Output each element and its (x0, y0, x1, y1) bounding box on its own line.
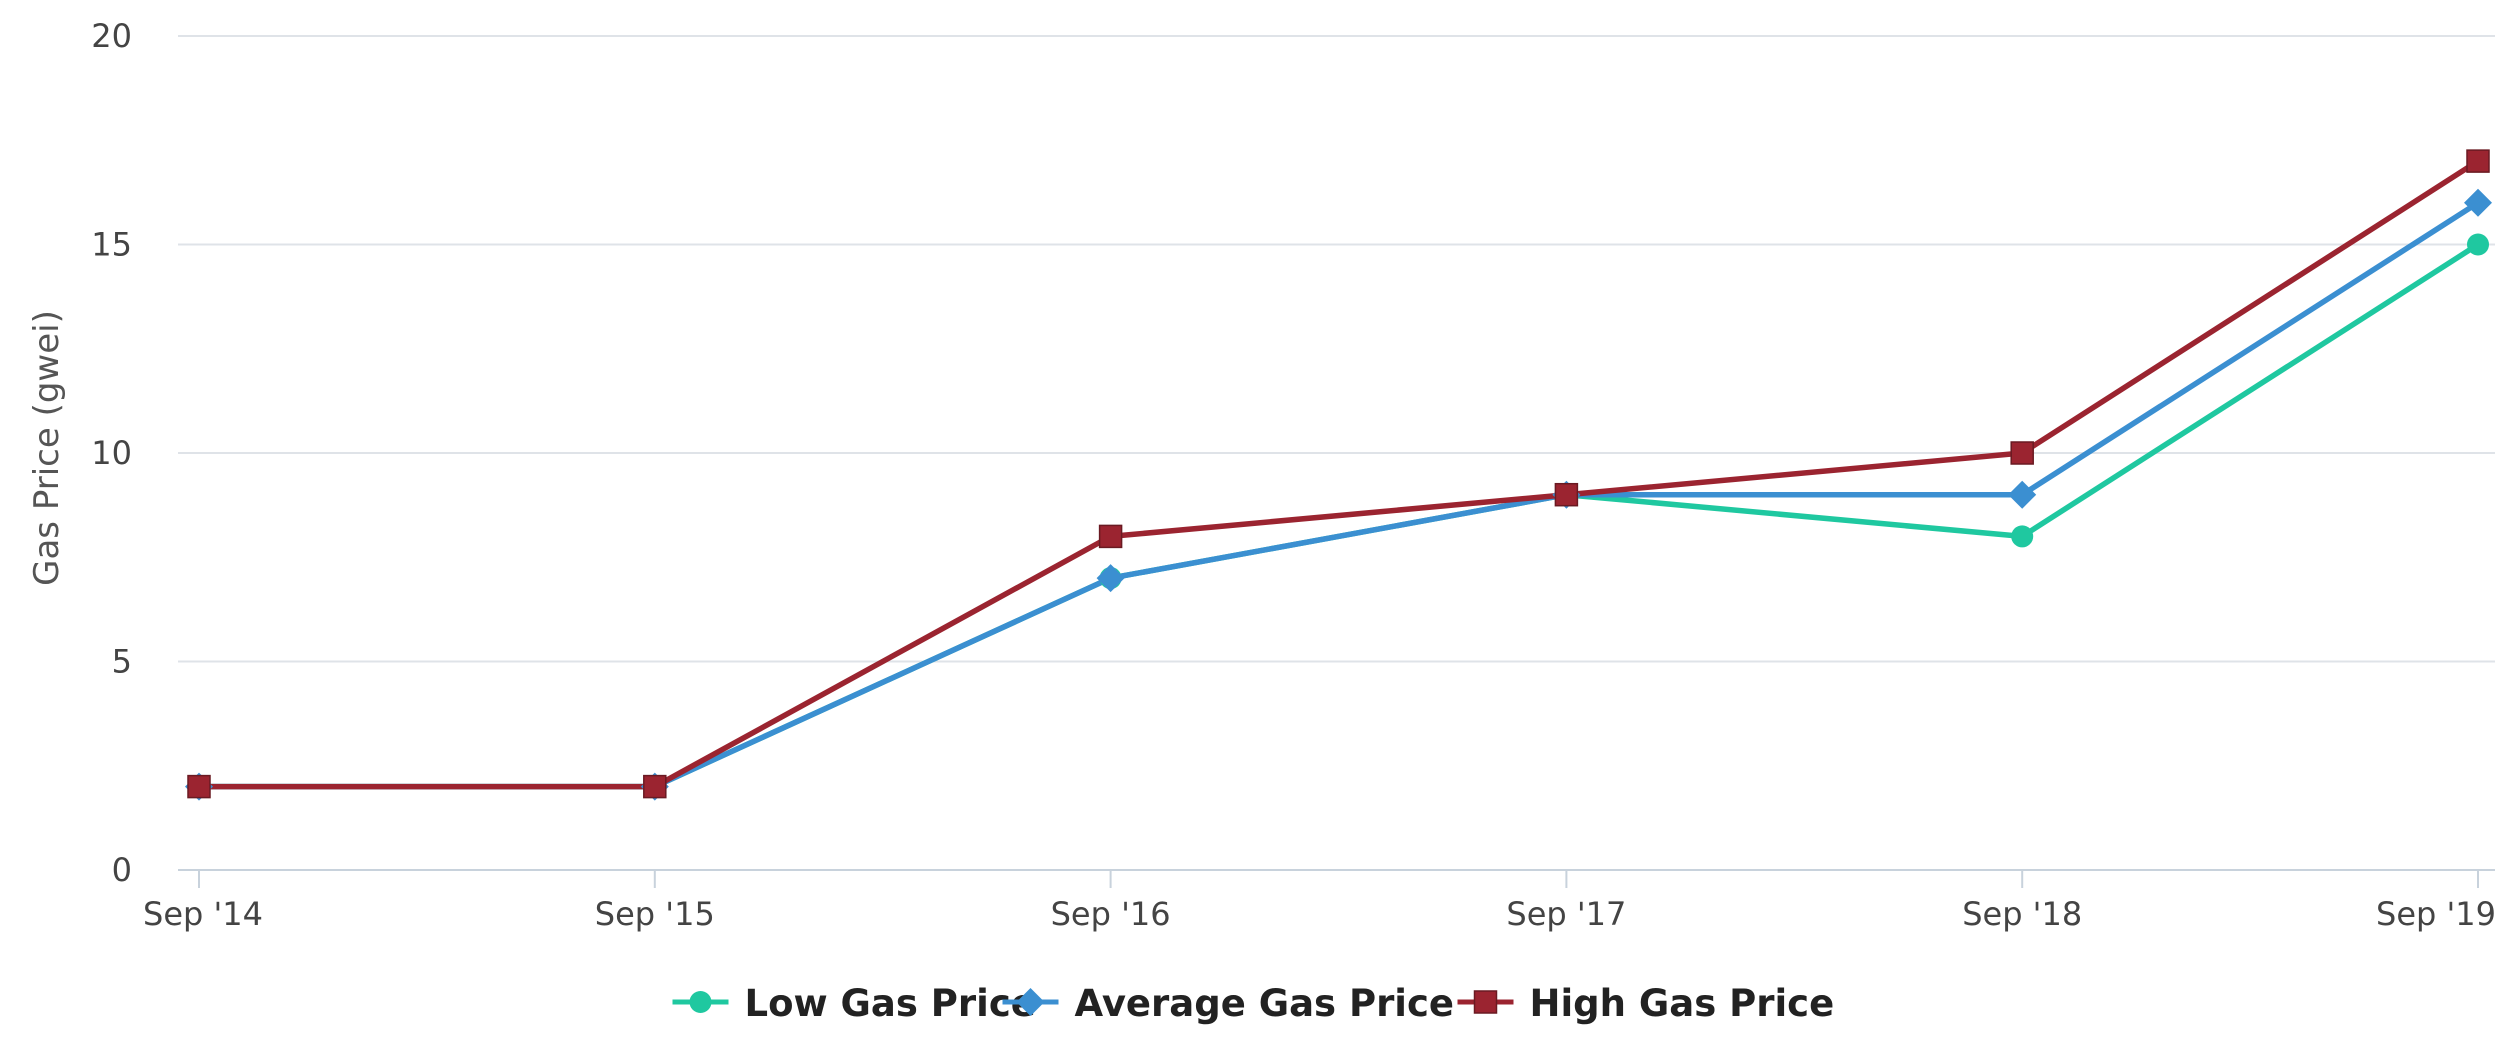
axes: 0 5 10 15 20 Sep '14 Sep '15 Sep '16 Sep '17 Sep … (91, 17, 2496, 933)
series-lines (196, 158, 2481, 790)
y-tick-label: 10 (91, 434, 132, 472)
x-tick-label: Sep '19 (2376, 895, 2496, 933)
square-marker (187, 774, 211, 799)
y-tick-label: 0 (112, 851, 132, 889)
diamond-marker (2464, 188, 2492, 217)
square-marker (1473, 990, 1498, 1014)
legend-label: High Gas Price (1530, 982, 1835, 1025)
y-tick-label: 5 (112, 643, 132, 681)
circle-marker (2011, 525, 2034, 548)
diamond-marker (1016, 988, 1045, 1016)
diamond-marker (1096, 564, 1125, 593)
x-tick-label: Sep '17 (1506, 895, 1626, 933)
legend-item-high-gas-price[interactable]: High Gas Price (1457, 982, 1835, 1025)
gridlines (178, 35, 2495, 663)
series-line-high-gas-price (196, 158, 2481, 790)
square-marker (2466, 149, 2490, 173)
legend-item-low-gas-price[interactable]: Low Gas Price (672, 982, 1036, 1025)
square-marker (1554, 482, 1579, 507)
circle-marker (689, 991, 712, 1013)
legend-item-average-gas-price[interactable]: Average Gas Price (1002, 982, 1455, 1025)
x-tick-label: Sep '15 (595, 895, 715, 933)
x-tick-label: Sep '18 (1962, 895, 2082, 933)
y-tick-label: 15 (91, 226, 132, 264)
legend-label: Low Gas Price (745, 982, 1036, 1025)
x-tick-label: Sep '16 (1051, 895, 1171, 933)
legend: Low Gas Price Average Gas Price High Gas P… (672, 982, 1835, 1025)
y-tick-label: 20 (91, 17, 132, 55)
circle-marker (2467, 233, 2489, 256)
y-axis-title: Gas Price (gwei) (27, 310, 67, 586)
square-marker (2010, 441, 2034, 465)
series-line-average-gas-price (196, 200, 2481, 790)
series-markers (185, 149, 2492, 801)
square-marker (643, 774, 667, 799)
diamond-marker (2008, 480, 2037, 509)
legend-label: Average Gas Price (1075, 982, 1455, 1025)
x-tick-label: Sep '14 (143, 895, 263, 933)
square-marker (1098, 524, 1123, 549)
